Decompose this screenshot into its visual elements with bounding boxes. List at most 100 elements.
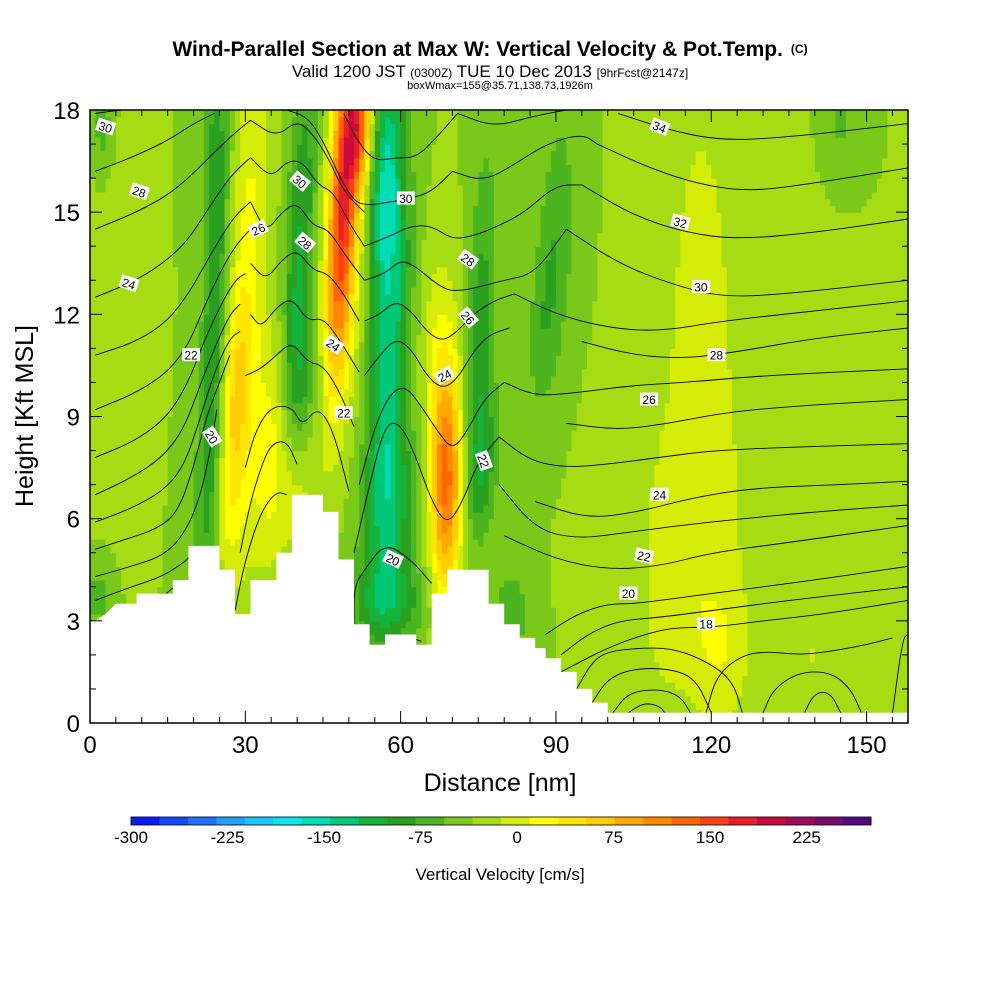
velocity-cell [100,552,107,561]
velocity-cell [763,545,769,554]
velocity-cell [157,518,164,527]
velocity-cell [550,641,557,649]
velocity-cell [587,525,593,533]
velocity-cell [416,573,422,581]
velocity-cell [690,518,697,527]
velocity-cell [514,505,521,513]
velocity-cell [136,525,143,533]
velocity-cell [825,593,831,601]
velocity-cell [742,539,749,547]
velocity-cell [157,545,164,554]
velocity-cell [555,634,562,642]
velocity-cell [240,593,246,601]
velocity-cell [95,525,101,533]
velocity-cell [897,579,904,588]
velocity-cell [597,539,604,547]
velocity-cell [405,607,412,615]
velocity-cell [737,573,743,581]
velocity-cell [768,518,774,527]
velocity-cell [519,511,526,520]
velocity-cell [224,559,231,567]
velocity-cell [183,505,189,513]
velocity-cell [690,586,697,595]
velocity-cell [726,552,733,561]
velocity-cell [902,579,908,588]
velocity-cell [819,607,826,615]
velocity-cell [364,600,371,608]
velocity-cell [742,675,749,683]
velocity-cell [643,559,650,567]
velocity-cell [866,545,873,554]
velocity-cell [576,668,583,676]
velocity-cell [649,539,655,547]
velocity-cell [706,511,712,520]
velocity-cell [649,648,655,656]
velocity-cell [540,614,547,622]
velocity-cell [680,661,686,670]
velocity-cell [126,552,133,561]
velocity-cell [152,559,158,567]
velocity-cell [794,511,800,520]
velocity-cell [623,566,630,574]
velocity-cell [633,532,640,540]
velocity-cell [587,620,593,629]
velocity-cell [203,518,210,527]
velocity-cell [876,675,883,683]
velocity-cell [638,532,645,540]
velocity-cell [473,539,479,547]
velocity-cell [825,559,831,567]
velocity-cell [633,675,640,683]
velocity-cell [887,607,894,615]
velocity-cell [799,525,806,533]
velocity-cell [364,614,371,622]
velocity-cell [162,586,169,595]
velocity-cell [504,573,510,581]
velocity-cell [700,552,707,561]
velocity-cell [695,682,702,690]
velocity-cell [835,614,842,622]
velocity-cell [115,532,122,540]
velocity-cell [794,600,800,608]
velocity-cell [675,682,681,690]
velocity-cell [524,545,531,554]
velocity-cell [731,573,738,581]
velocity-cell [830,614,837,622]
velocity-cell [581,648,588,656]
velocity-cell [840,634,847,642]
velocity-cell [752,573,759,581]
velocity-cell [742,614,749,622]
velocity-cell [115,552,122,561]
velocity-cell [649,532,655,540]
velocity-cell [876,559,883,567]
velocity-cell [374,518,381,527]
velocity-cell [100,566,107,574]
velocity-cell [695,586,702,595]
velocity-cell [628,600,635,608]
velocity-cell [260,539,267,547]
velocity-cell [866,518,873,527]
velocity-cell [462,545,469,554]
velocity-cell [747,675,754,683]
velocity-cell [219,532,226,540]
velocity-cell [581,586,588,595]
velocity-cell [385,620,391,629]
velocity-cell [266,566,272,574]
velocity-cell [271,545,277,554]
velocity-cell [835,600,842,608]
velocity-cell [690,505,697,513]
velocity-cell [887,511,894,520]
velocity-cell [716,559,723,567]
velocity-cell [794,545,800,554]
velocity-cell [830,641,837,649]
velocity-cell [576,607,583,615]
velocity-cell [809,532,816,540]
velocity-cell [897,559,904,567]
velocity-cell [680,695,686,704]
velocity-cell [633,695,640,704]
velocity-cell [374,614,381,622]
velocity-cell [726,648,733,656]
velocity-cell [198,511,205,520]
velocity-cell [483,552,490,561]
velocity-cell [126,498,133,506]
velocity-cell [540,511,547,520]
